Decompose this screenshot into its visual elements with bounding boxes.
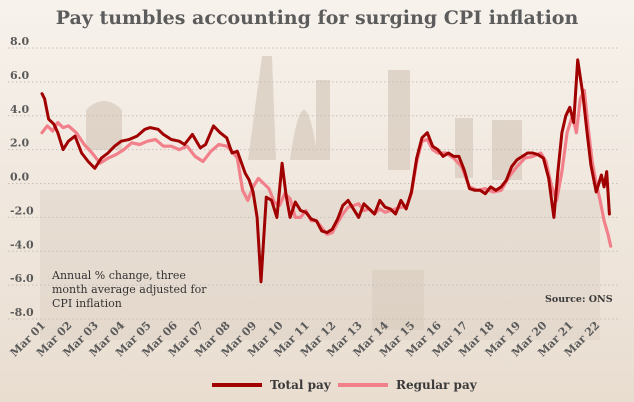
y-tick-label: 6.0 — [10, 69, 29, 82]
chart-annotation: Annual % change, three month average adj… — [51, 269, 207, 310]
annotation-line-2: month average adjusted for — [52, 283, 207, 296]
y-tick-label: -2.0 — [10, 204, 34, 217]
y-tick-label: 0.0 — [10, 171, 29, 184]
series-line-total-pay — [40, 58, 611, 284]
y-tick-label: 4.0 — [10, 103, 29, 116]
y-tick-label: -8.0 — [10, 306, 34, 319]
annotation-line-1: Annual % change, three — [51, 269, 186, 282]
chart-legend: Total pay Regular pay — [212, 378, 478, 392]
y-tick-label: -6.0 — [10, 272, 34, 285]
y-axis-tick-labels: 8.0 6.0 4.0 2.0 0.0 -2.0 -4.0 -6.0 -8.0 — [10, 35, 34, 319]
annotation-line-3: CPI inflation — [52, 297, 122, 310]
y-tick-label: 2.0 — [10, 137, 29, 150]
legend-label-total-pay: Total pay — [270, 378, 332, 392]
chart-title: Pay tumbles accounting for surging CPI i… — [56, 7, 579, 29]
y-tick-label: -4.0 — [10, 238, 34, 251]
data-series — [40, 58, 613, 284]
source-credit: Source: ONS — [545, 294, 613, 305]
y-gridlines — [8, 47, 618, 320]
legend-label-regular-pay: Regular pay — [396, 378, 478, 392]
y-tick-label: 8.0 — [10, 35, 29, 48]
